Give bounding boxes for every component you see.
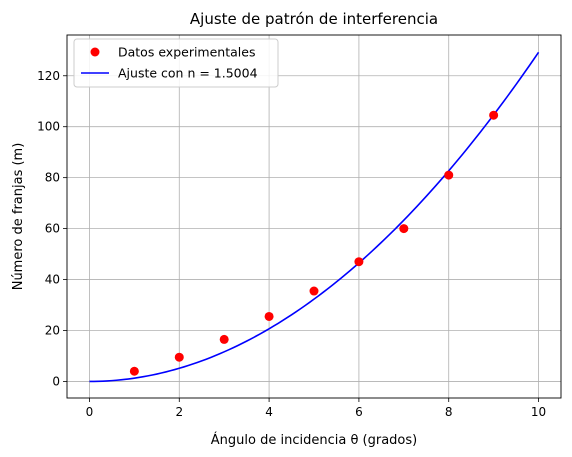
- legend-label-datos: Datos experimentales: [118, 45, 255, 60]
- data-point: [489, 110, 499, 120]
- data-point: [309, 286, 319, 296]
- y-tick-label: 80: [45, 171, 60, 185]
- legend-label-ajuste: Ajuste con n = 1.5004: [118, 66, 258, 81]
- data-point: [174, 352, 184, 362]
- data-point: [399, 224, 409, 234]
- x-tick-label: 0: [86, 405, 94, 419]
- legend-box: [73, 38, 279, 88]
- y-tick-label: 60: [45, 222, 60, 236]
- legend: Datos experimentales Ajuste con n = 1.50…: [73, 38, 279, 88]
- y-tick-label: 120: [37, 69, 60, 83]
- y-tick-label: 20: [45, 323, 60, 337]
- data-point: [264, 311, 274, 321]
- x-tick-label: 8: [445, 405, 453, 419]
- x-tick-label: 2: [175, 405, 183, 419]
- y-tick-label: 0: [52, 374, 60, 388]
- x-tick-label: 4: [265, 405, 273, 419]
- chart-title: Ajuste de patrón de interferencia: [190, 10, 438, 28]
- data-point: [219, 334, 229, 344]
- y-tick-label: 40: [45, 273, 60, 287]
- x-tick-label: 6: [355, 405, 363, 419]
- y-tick-label: 100: [37, 120, 60, 134]
- x-tick-label: 10: [531, 405, 546, 419]
- axes-frame: [66, 34, 562, 399]
- legend-marker-datos: [90, 47, 100, 57]
- data-point: [444, 170, 454, 180]
- x-axis-label: Ángulo de incidencia θ (grados): [211, 432, 417, 448]
- fit-line: [89, 51, 540, 383]
- grid: [67, 35, 561, 398]
- y-axis-label: Número de franjas (m): [11, 143, 26, 291]
- data-point: [354, 257, 364, 267]
- plot-area: [89, 51, 540, 383]
- data-point: [129, 366, 139, 376]
